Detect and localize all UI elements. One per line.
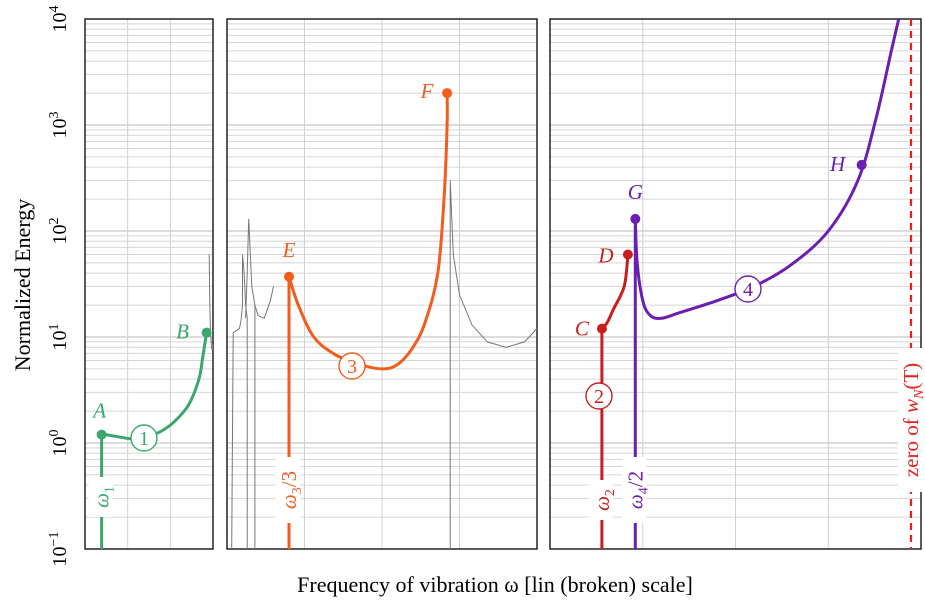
series-marker-circle [585,382,613,410]
y-tick-text: 101 [47,324,71,351]
series-marker-circle [130,424,158,452]
point-E [284,271,294,282]
zero-label-bg [898,348,924,492]
freq-label: ω2 [588,480,618,520]
y-tick-label: 10−1 [47,532,71,567]
series-marker-circle [338,352,366,380]
y-tick-text: 102 [47,218,71,245]
point-label-C: C [575,317,590,341]
freq-label-text: ω4/2 [623,471,651,509]
y-tick-label: 102 [47,218,71,245]
point-label-G: G [628,180,643,204]
freq-label: ω1 [88,477,118,517]
series-3-line [287,93,449,549]
point-G [630,213,641,224]
series-marker-label: 4 [743,279,753,301]
zero-line-label: zero of wN(T) [898,348,925,492]
point-label-D: D [597,244,613,268]
y-axis-title: Normalized Energy [10,199,35,371]
zero-label-text: zero of wN(T) [899,363,925,477]
point-label-E: E [282,238,296,262]
y-tick-text: 103 [47,112,71,139]
panel-1-series [100,254,213,549]
point-H [856,159,867,170]
point-label-H: H [829,152,847,176]
point-C [596,323,607,334]
y-tick-text: 100 [47,430,71,457]
freq-label-bg [622,457,647,523]
point-B [201,327,212,338]
background-curve [254,286,274,319]
series-marker-label: 3 [347,356,357,378]
freq-label: ω3/3 [276,457,305,523]
freq-label-text: ω1 [90,486,118,508]
freq-label-bg [276,457,300,523]
y-tick-label: 100 [47,430,71,457]
series-3-marker: 3 [338,352,366,380]
background-curve [231,254,243,549]
series-marker-label: 2 [594,386,604,408]
freq-label-bg [88,477,113,517]
point-label-B: B [176,320,189,344]
series-marker-label: 1 [139,428,149,450]
panel-frame [84,18,214,550]
panel-frame [549,18,922,550]
background-curve [245,218,256,549]
point-A [96,429,107,440]
background-curve [208,254,213,351]
point-F [442,88,453,99]
series-4-line [633,19,901,549]
series-1-marker: 1 [130,424,158,452]
freq-label-bg [588,480,613,520]
y-tick-label: 101 [47,324,71,351]
panel-frame [226,18,538,550]
point-label-F: F [420,79,434,103]
y-tick-label: 104 [47,6,71,33]
y-tick-text: 104 [47,6,71,33]
freq-label-text: ω2 [590,489,618,511]
panel-2-series [231,93,537,549]
series-2-marker: 2 [585,382,613,410]
panel-2 [226,18,538,550]
point-D [622,249,633,260]
freq-label: ω4/2 [622,457,651,523]
panel-1 [84,18,214,550]
series-marker-circle [734,275,762,303]
background-curve [449,180,537,549]
series-4-marker: 4 [734,275,762,303]
freq-label-text: ω3/3 [277,471,305,509]
y-tick-label: 103 [47,112,71,139]
x-axis-title: Frequency of vibration ω [lin (broken) s… [297,572,693,597]
y-tick-text: 10−1 [47,532,71,567]
point-label-A: A [91,399,106,423]
